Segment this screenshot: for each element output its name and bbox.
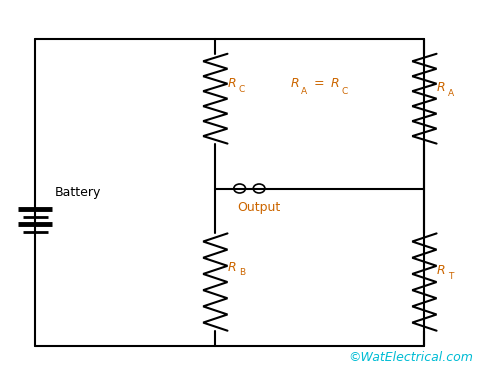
Text: A: A	[447, 89, 453, 98]
Text: C: C	[238, 85, 244, 94]
Text: Battery: Battery	[55, 186, 101, 199]
Text: B: B	[238, 268, 244, 277]
Text: T: T	[447, 272, 452, 281]
Text: R: R	[290, 77, 299, 90]
Text: R: R	[227, 261, 236, 274]
Text: R: R	[436, 264, 444, 277]
Text: =: =	[309, 77, 328, 90]
Text: C: C	[341, 87, 347, 96]
Text: ©WatElectrical.com: ©WatElectrical.com	[347, 351, 472, 365]
Text: Output: Output	[237, 201, 280, 214]
Text: R: R	[227, 77, 236, 90]
Text: R: R	[436, 81, 444, 94]
Text: R: R	[330, 77, 339, 90]
Text: A: A	[301, 87, 307, 96]
